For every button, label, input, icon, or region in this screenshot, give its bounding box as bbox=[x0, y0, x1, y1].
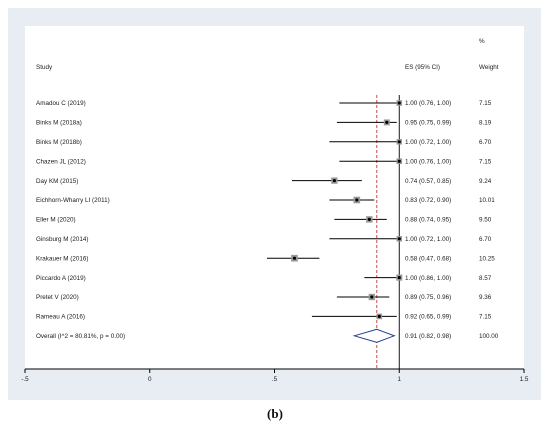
study-weight: 10.25 bbox=[479, 255, 495, 262]
study-es-ci: 1.00 (0.76, 1.00) bbox=[405, 100, 451, 107]
study-weight: 9.36 bbox=[479, 294, 492, 301]
study-es-ci: 0.88 (0.74, 0.95) bbox=[405, 217, 451, 224]
plot-background bbox=[25, 26, 524, 369]
study-point bbox=[292, 256, 297, 260]
study-weight: 7.15 bbox=[479, 314, 492, 321]
study-point bbox=[397, 276, 401, 280]
study-weight: 6.70 bbox=[479, 236, 492, 243]
study-point bbox=[332, 179, 336, 183]
study-name: Ginsburg M (2014) bbox=[36, 236, 89, 243]
study-weight: 10.01 bbox=[479, 197, 495, 204]
figure-caption: (b) bbox=[267, 406, 283, 421]
study-name: Amadou C (2019) bbox=[36, 100, 86, 107]
study-es-ci: 1.00 (0.72, 1.00) bbox=[405, 139, 451, 146]
header-weight: Weight bbox=[479, 64, 499, 71]
study-point bbox=[397, 140, 401, 144]
study-point bbox=[385, 120, 389, 124]
overall-es-ci: 0.91 (0.82, 0.98) bbox=[405, 333, 451, 340]
header-weight-percent: % bbox=[479, 38, 485, 45]
study-es-ci: 0.89 (0.75, 0.96) bbox=[405, 294, 451, 301]
study-point bbox=[397, 159, 401, 163]
study-point bbox=[367, 217, 371, 221]
x-tick-label: .5 bbox=[272, 376, 278, 383]
study-name: Binks M (2018a) bbox=[36, 120, 82, 127]
study-es-ci: 0.92 (0.65, 0.99) bbox=[405, 314, 451, 321]
study-es-ci: 1.00 (0.86, 1.00) bbox=[405, 275, 451, 282]
study-es-ci: 1.00 (0.72, 1.00) bbox=[405, 236, 451, 243]
study-point bbox=[397, 237, 401, 241]
forest-plot: Study ES (95% CI)% Weight Amadou C (2019) 1.… bbox=[21, 26, 529, 383]
study-name: Eller M (2020) bbox=[36, 217, 76, 224]
overall-weight: 100.00 bbox=[479, 333, 499, 340]
header-study: Study bbox=[36, 64, 53, 71]
study-es-ci: 1.00 (0.76, 1.00) bbox=[405, 158, 451, 165]
x-tick-label: -.5 bbox=[21, 376, 29, 383]
study-name: Day KM (2015) bbox=[36, 178, 78, 185]
study-weight: 9.24 bbox=[479, 178, 492, 185]
study-point bbox=[397, 101, 401, 105]
study-name: Piccardo A (2019) bbox=[36, 275, 86, 282]
study-name: Binks M (2018b) bbox=[36, 139, 82, 146]
study-name: Chazen JL (2012) bbox=[36, 158, 86, 165]
study-name: Krakauer M (2016) bbox=[36, 255, 89, 262]
overall-diamond bbox=[352, 328, 396, 343]
overall-label: Overall (I^2 = 80.81%, p = 0.00) bbox=[36, 333, 125, 340]
study-point bbox=[377, 314, 381, 318]
study-weight: 7.15 bbox=[479, 100, 492, 107]
x-tick-label: 0 bbox=[148, 376, 152, 383]
forest-plot-panel: Study ES (95% CI)% Weight Amadou C (2019) 1.… bbox=[8, 8, 541, 400]
study-weight: 8.57 bbox=[479, 275, 492, 282]
x-tick-label: 1 bbox=[397, 376, 401, 383]
study-point bbox=[355, 198, 359, 202]
study-name: Eichhorn-Wharry LI (2011) bbox=[36, 197, 110, 204]
study-weight: 9.50 bbox=[479, 217, 492, 224]
study-weight: 8.19 bbox=[479, 120, 492, 127]
study-point bbox=[370, 295, 374, 299]
study-name: Rameau A (2016) bbox=[36, 314, 85, 321]
study-es-ci: 0.83 (0.72, 0.90) bbox=[405, 197, 451, 204]
study-name: Pretet V (2020) bbox=[36, 294, 79, 301]
header-es-ci: ES (95% CI) bbox=[405, 64, 440, 71]
study-es-ci: 0.95 (0.75, 0.99) bbox=[405, 120, 451, 127]
study-weight: 7.15 bbox=[479, 158, 492, 165]
study-weight: 6.70 bbox=[479, 139, 492, 146]
study-es-ci: 0.58 (0.47, 0.68) bbox=[405, 255, 451, 262]
x-tick-label: 1.5 bbox=[520, 376, 529, 383]
study-es-ci: 0.74 (0.57, 0.85) bbox=[405, 178, 451, 185]
